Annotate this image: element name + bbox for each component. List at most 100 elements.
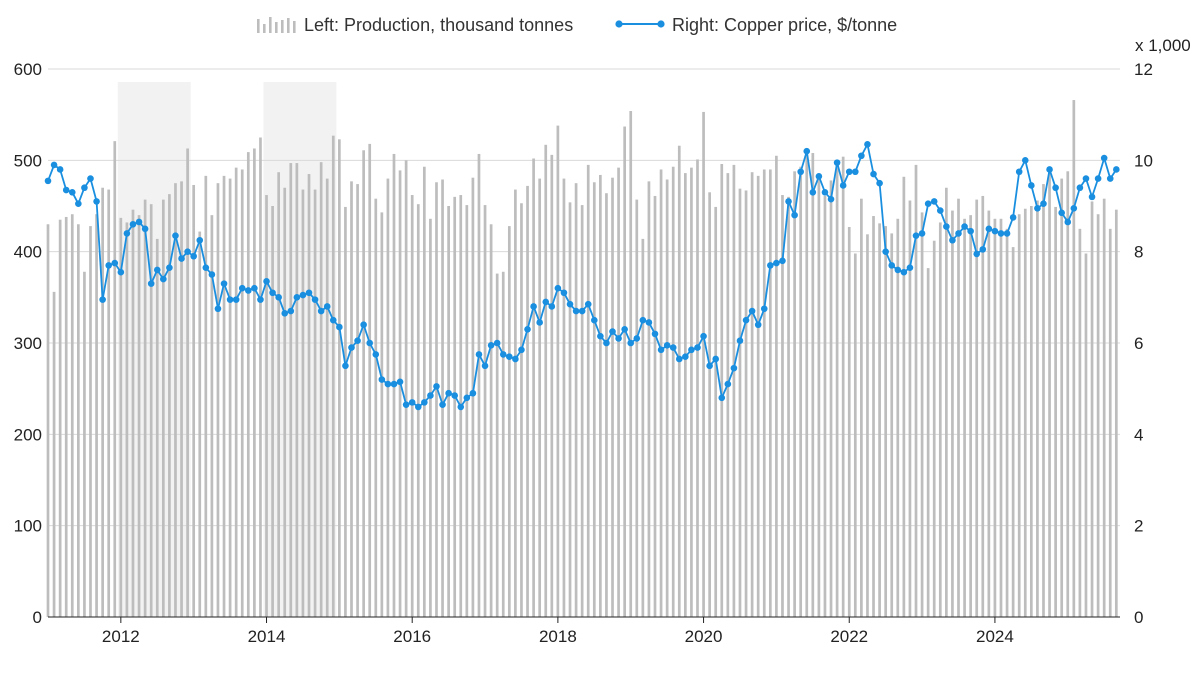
production-bar — [762, 169, 766, 617]
right-axis-tick-label: 10 — [1134, 151, 1153, 170]
right-axis-tick-label: 8 — [1134, 243, 1143, 262]
left-axis-tick-label: 400 — [14, 243, 42, 262]
copper-price-point — [457, 403, 465, 411]
production-bar — [271, 206, 274, 617]
copper-price-point — [329, 316, 337, 324]
copper-price-point — [469, 389, 477, 397]
production-bar — [526, 185, 529, 617]
shaded-period-2 — [263, 82, 337, 617]
copper-price-point — [936, 207, 944, 214]
copper-price-point — [68, 189, 76, 196]
copper-price-point — [912, 232, 920, 239]
copper-price-point — [712, 355, 719, 363]
production-bar — [246, 152, 250, 617]
production-bar — [720, 163, 724, 617]
copper-price-point — [402, 401, 410, 408]
production-bar — [841, 156, 845, 617]
copper-price-point — [451, 392, 458, 399]
production-bar — [161, 199, 165, 617]
production-bar — [811, 153, 815, 617]
production-bar — [1108, 228, 1112, 618]
copper-price-point — [930, 198, 938, 205]
production-bar — [878, 223, 881, 617]
copper-price-point — [226, 296, 234, 303]
production-bar — [83, 271, 86, 617]
production-bar — [768, 169, 772, 617]
copper-price-point — [263, 278, 270, 285]
production-bar — [702, 111, 705, 617]
production-bar — [1066, 171, 1070, 617]
copper-price-point — [190, 252, 197, 260]
copper-price-point — [754, 321, 762, 329]
production-bars — [46, 100, 1118, 618]
production-bar — [338, 139, 341, 617]
production-bar — [829, 180, 833, 617]
production-bar — [1102, 198, 1106, 617]
copper-price-point — [421, 399, 428, 406]
production-bar — [611, 177, 614, 618]
copper-price-point — [748, 307, 756, 315]
copper-price-point — [882, 248, 889, 255]
legend-line-label: Right: Copper price, $/tonne — [672, 15, 897, 35]
production-bar — [605, 193, 608, 618]
production-bar — [823, 195, 827, 617]
copper-price-point — [997, 230, 1005, 237]
copper-price-point — [439, 401, 446, 408]
copper-price-point — [591, 316, 598, 324]
production-bar — [623, 126, 626, 617]
copper-price-point — [858, 152, 865, 160]
copper-price-point — [809, 189, 817, 196]
production-bar — [222, 175, 226, 618]
copper-price-point — [147, 280, 155, 287]
copper-price-point — [584, 300, 592, 308]
production-bar — [847, 227, 851, 618]
production-bar — [1005, 228, 1009, 618]
production-bar — [750, 172, 754, 617]
copper-price-point — [1082, 175, 1090, 182]
right-axis-tick-label: 2 — [1134, 517, 1143, 536]
copper-price-point — [348, 344, 355, 351]
copper-price-point — [894, 266, 902, 274]
copper-price-point — [336, 323, 343, 331]
copper-price-point — [257, 296, 264, 303]
copper-price-point — [287, 307, 295, 315]
copper-price-point — [463, 394, 471, 402]
copper-price-point — [408, 399, 416, 406]
production-bar — [1042, 184, 1045, 617]
production-bar — [677, 145, 681, 617]
copper-price-point — [785, 198, 792, 205]
copper-price-point — [232, 296, 240, 303]
production-bar — [331, 135, 335, 617]
production-bar — [283, 187, 287, 617]
copper-price-point — [153, 266, 161, 274]
copper-price-point — [135, 218, 143, 226]
copper-price-point — [621, 326, 628, 333]
production-bar — [914, 164, 918, 617]
copper-price-point — [560, 289, 568, 297]
copper-price-point — [554, 284, 562, 292]
copper-price-point — [730, 364, 738, 372]
production-bar — [477, 153, 481, 617]
production-bar — [787, 196, 790, 617]
copper-price-point — [918, 230, 926, 237]
production-bar — [920, 212, 924, 618]
copper-price-point — [967, 227, 974, 235]
production-bar — [793, 171, 796, 617]
copper-price-point — [991, 227, 999, 235]
production-bar — [46, 224, 50, 617]
production-bar — [665, 179, 669, 617]
production-bar — [253, 148, 256, 617]
production-bar — [265, 195, 268, 618]
production-bar — [137, 215, 141, 617]
production-bar — [732, 164, 736, 617]
x-axis-tick-label: 2012 — [102, 627, 140, 646]
production-bar — [635, 199, 639, 617]
copper-price-point — [93, 198, 100, 205]
copper-price-point — [1088, 193, 1096, 201]
production-bar — [708, 192, 711, 618]
copper-price-point — [979, 246, 987, 253]
copper-price-point — [81, 184, 88, 192]
production-bar — [969, 215, 972, 617]
copper-price-point — [342, 362, 349, 370]
production-bar — [374, 198, 378, 617]
